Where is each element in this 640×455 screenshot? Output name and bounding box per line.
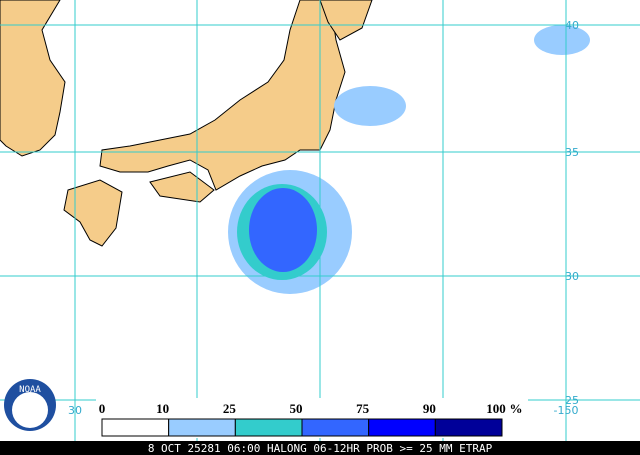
lat-label: 40 xyxy=(565,19,579,32)
rain-probability xyxy=(228,25,590,294)
legend-tick: 50 xyxy=(290,401,303,416)
legend-swatch xyxy=(301,418,370,437)
lat-label: 25 xyxy=(565,394,579,407)
lon-label: 30 xyxy=(68,404,82,417)
lon-label: -150 xyxy=(554,404,579,417)
legend-swatch xyxy=(434,418,503,437)
footer-bar xyxy=(0,441,640,455)
legend-tick: 25 xyxy=(223,401,237,416)
legend-swatch xyxy=(168,418,236,437)
legend-tick: 75 xyxy=(356,401,370,416)
legend-tick: 10 xyxy=(156,401,169,416)
legend-tick: 100 xyxy=(486,401,506,416)
legend-swatch xyxy=(101,418,170,437)
legend: 0 10 25 50 75 90 100% xyxy=(96,398,528,438)
legend-tick: 0 xyxy=(99,401,106,416)
noaa-logo: NOAA xyxy=(4,379,56,431)
lat-label: 35 xyxy=(565,146,579,159)
legend-unit: % xyxy=(510,401,523,416)
footer-text: 8 OCT 25281 06:00 HALONG 06-12HR PROB >=… xyxy=(148,442,493,455)
logo-text: NOAA xyxy=(19,385,41,395)
legend-tick: 90 xyxy=(423,401,436,416)
land xyxy=(0,0,373,247)
lat-label: 30 xyxy=(565,270,579,283)
legend-swatch xyxy=(368,418,436,437)
legend-swatch xyxy=(234,418,303,437)
